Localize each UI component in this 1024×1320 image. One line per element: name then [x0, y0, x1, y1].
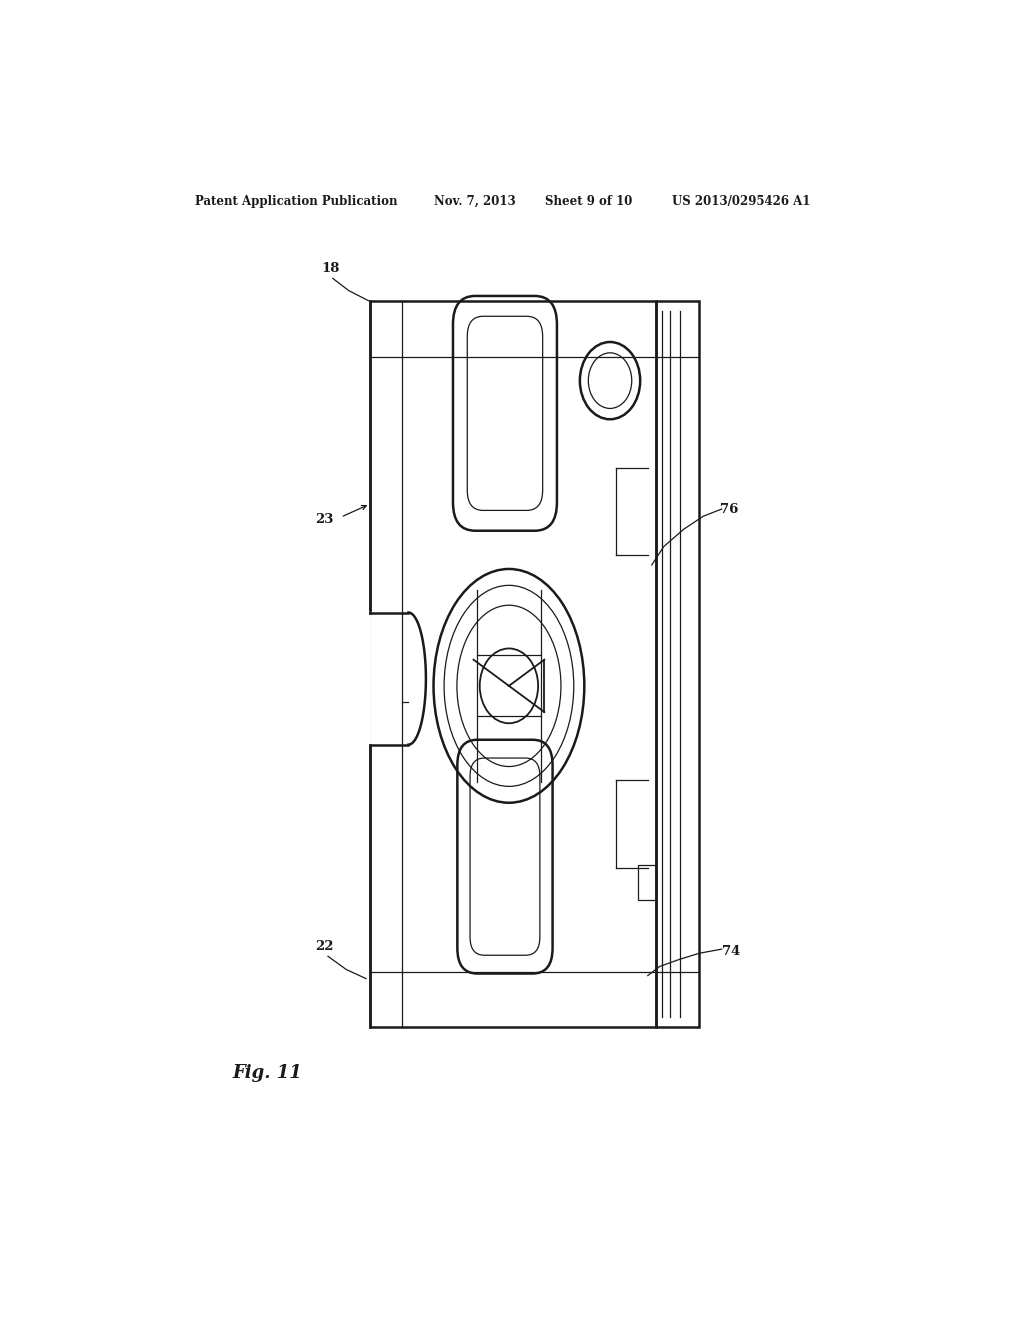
Text: 76: 76 — [720, 503, 738, 516]
Text: Fig. 11: Fig. 11 — [232, 1064, 302, 1082]
Text: 22: 22 — [314, 940, 333, 953]
Text: US 2013/0295426 A1: US 2013/0295426 A1 — [672, 194, 810, 207]
Text: Sheet 9 of 10: Sheet 9 of 10 — [545, 194, 632, 207]
Bar — [655, 301, 699, 1027]
Bar — [638, 865, 655, 900]
Text: 23: 23 — [314, 512, 333, 525]
Text: Patent Application Publication: Patent Application Publication — [196, 194, 398, 207]
Text: 74: 74 — [722, 945, 740, 958]
Bar — [370, 301, 655, 1027]
Text: 18: 18 — [322, 261, 340, 275]
Text: Nov. 7, 2013: Nov. 7, 2013 — [433, 194, 515, 207]
